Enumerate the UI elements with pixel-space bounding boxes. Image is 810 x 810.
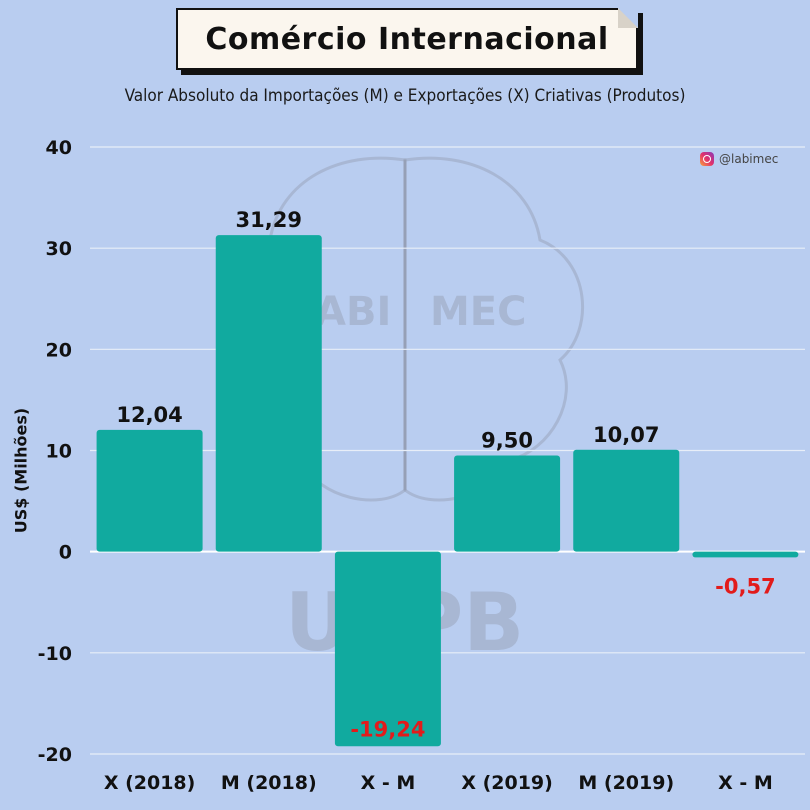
y-tick-label: 40: [46, 137, 72, 159]
data-label: 31,29: [236, 208, 302, 232]
y-tick-label: 20: [46, 339, 72, 361]
data-label: -19,24: [350, 717, 425, 741]
bar: [692, 551, 799, 558]
x-tick-label: M (2018): [221, 772, 317, 794]
bar: [334, 551, 441, 747]
x-tick-label: X - M: [718, 772, 773, 794]
social-handle[interactable]: @labimec: [700, 150, 778, 168]
value-labels: 12,04 31,29 -19,24 9,50 10,07 -0,57: [116, 208, 775, 741]
chart-subtitle: Valor Absoluto da Importações (M) e Expo…: [124, 86, 686, 106]
y-tick-label: -10: [38, 643, 72, 665]
title-card: Comércio Internacional: [176, 8, 638, 70]
data-label: 12,04: [116, 403, 182, 427]
x-tick-labels: X (2018) M (2018) X - M X (2019) M (2019) X -…: [104, 772, 773, 794]
bar: [573, 449, 680, 552]
handle-text: @labimec: [719, 152, 779, 166]
y-tick-label: -20: [38, 744, 72, 766]
chart-title: Comércio Internacional: [205, 21, 609, 57]
grid-lines: [90, 146, 805, 755]
instagram-icon: [700, 152, 714, 166]
x-tick-label: X (2019): [461, 772, 553, 794]
bars: [96, 235, 799, 747]
data-label: 9,50: [481, 429, 533, 453]
y-tick-label: 30: [46, 238, 72, 260]
bar: [215, 235, 322, 552]
x-tick-label: M (2019): [578, 772, 674, 794]
y-tick-labels: -20 -10 0 10 20 30 40: [38, 137, 72, 766]
data-label: 10,07: [593, 423, 659, 447]
y-tick-label: 10: [46, 441, 72, 463]
watermark-left-text: ABI: [315, 289, 391, 335]
x-tick-label: X - M: [361, 772, 416, 794]
x-tick-label: X (2018): [104, 772, 196, 794]
y-tick-label: 0: [59, 542, 72, 564]
watermark-right-text: MEC: [430, 289, 526, 335]
data-label: -0,57: [715, 574, 776, 598]
bar: [454, 455, 561, 552]
bar: [96, 429, 203, 552]
